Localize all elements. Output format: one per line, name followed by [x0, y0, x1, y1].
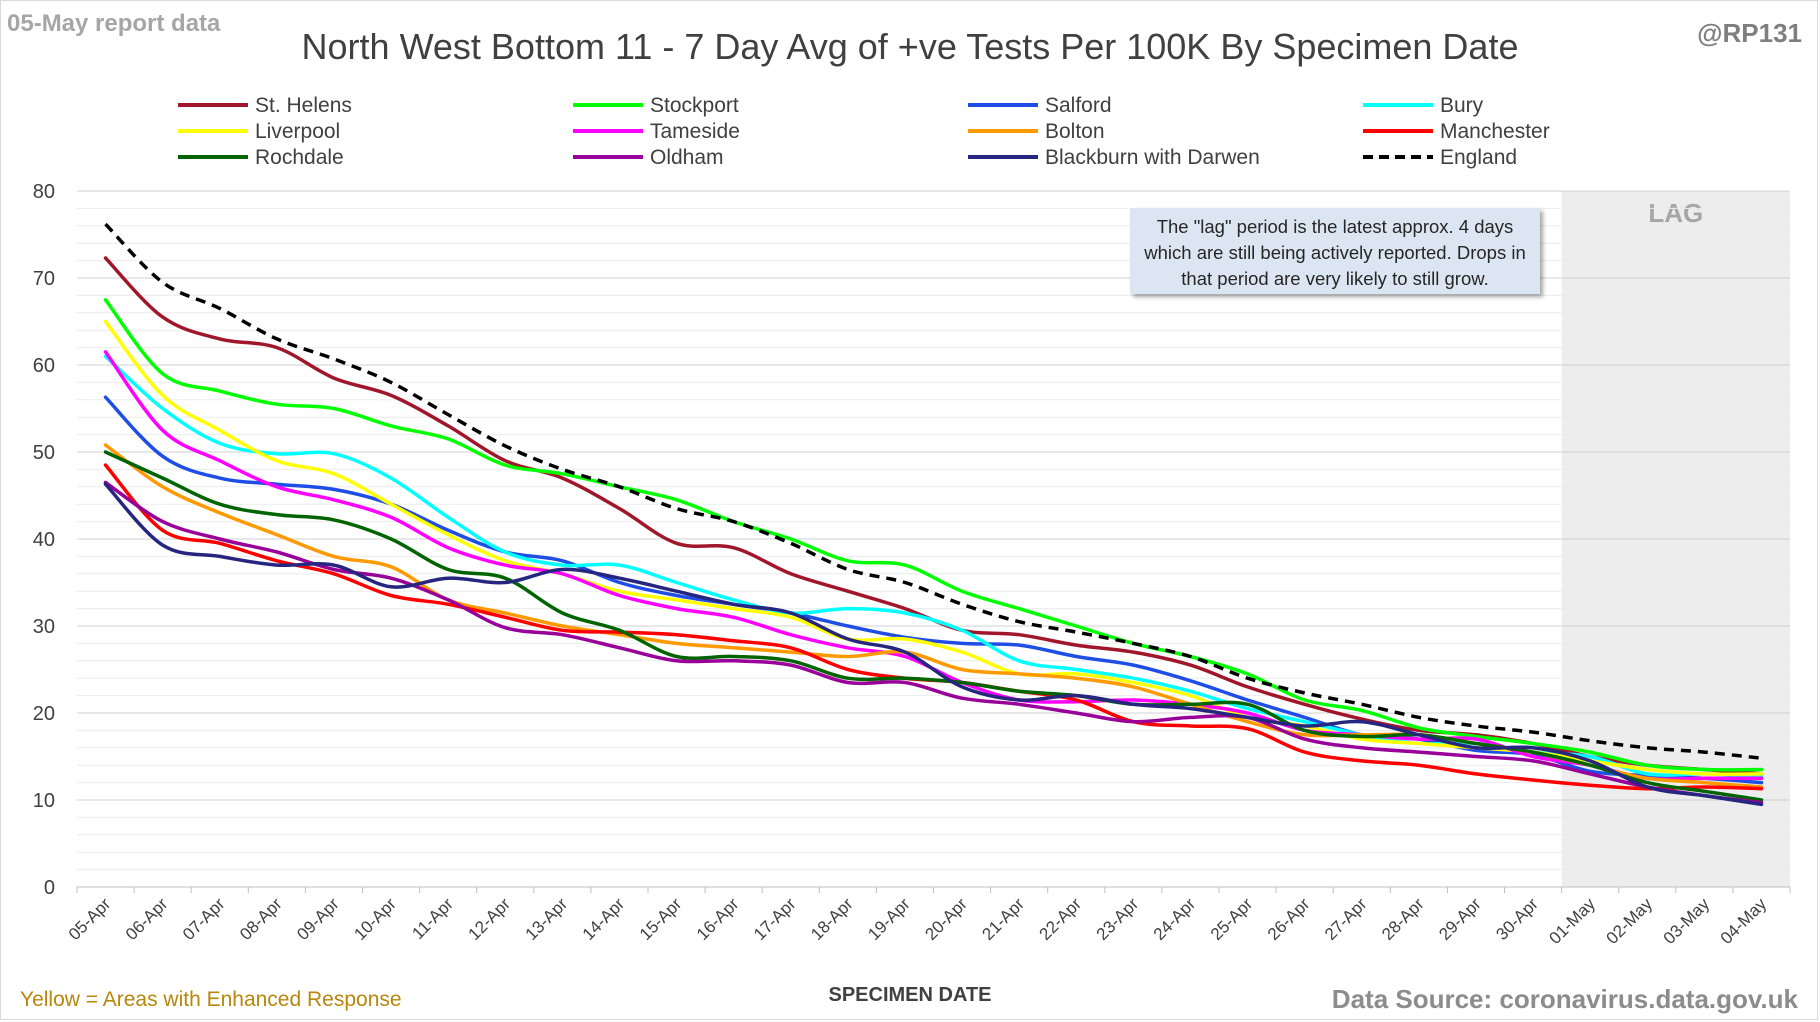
legend-label-manchester: Manchester	[1440, 120, 1550, 143]
y-tick-label: 40	[33, 529, 55, 551]
series-line-salford	[103, 395, 1764, 785]
legend-label-blackburn-with-darwen: Blackburn with Darwen	[1045, 146, 1260, 169]
x-tick-label: 22-Apr	[1036, 894, 1086, 944]
x-tick-label: 02-May	[1603, 894, 1657, 948]
x-tick-label: 11-Apr	[408, 894, 457, 943]
lag-annotation: The "lag" period is the latest approx. 4…	[1130, 208, 1540, 294]
x-tick-label: 13-Apr	[522, 894, 572, 944]
y-tick-label: 50	[33, 442, 55, 464]
x-tick-label: 04-May	[1717, 894, 1771, 948]
series-line-liverpool	[103, 319, 1764, 776]
y-tick-label: 60	[33, 355, 55, 377]
x-tick-label: 14-Apr	[579, 894, 629, 944]
legend-label-rochdale: Rochdale	[255, 146, 344, 169]
x-tick-label: 03-May	[1660, 894, 1714, 948]
x-tick-label: 23-Apr	[1093, 894, 1143, 944]
x-tick-label: 01-May	[1545, 894, 1599, 948]
x-tick-label: 06-Apr	[122, 894, 172, 944]
series-line-bolton	[103, 443, 1764, 789]
y-tick-label: 0	[44, 877, 55, 899]
x-tick-label: 19-Apr	[864, 894, 914, 944]
x-tick-label: 18-Apr	[807, 894, 857, 944]
x-tick-label: 26-Apr	[1264, 894, 1314, 944]
x-tick-label: 10-Apr	[350, 894, 400, 944]
legend-label-salford: Salford	[1045, 94, 1112, 117]
legend-label-tameside: Tameside	[650, 120, 740, 143]
x-tick-label: 17-Apr	[750, 894, 800, 944]
y-tick-label: 20	[33, 703, 55, 725]
x-tick-label: 21-Apr	[978, 894, 1028, 944]
x-tick-label: 27-Apr	[1321, 894, 1371, 944]
legend-label-liverpool: Liverpool	[255, 120, 340, 143]
y-tick-label: 80	[33, 181, 55, 203]
x-tick-label: 25-Apr	[1207, 894, 1257, 944]
legend-label-england: England	[1440, 146, 1517, 169]
x-tick-label: 24-Apr	[1150, 894, 1200, 944]
lag-label: LAG	[1648, 198, 1703, 228]
x-tick-label: 05-Apr	[65, 894, 115, 944]
y-tick-label: 70	[33, 268, 55, 290]
series-line-st-helens	[103, 256, 1764, 776]
x-tick-label: 15-Apr	[636, 894, 686, 944]
y-tick-label: 30	[33, 616, 55, 638]
x-tick-label: 20-Apr	[921, 894, 971, 944]
series-line-rochdale	[103, 450, 1764, 802]
x-axis-label: SPECIMEN DATE	[828, 984, 992, 1006]
legend-label-oldham: Oldham	[650, 146, 724, 169]
x-tick-label: 16-Apr	[693, 894, 743, 944]
x-tick-label: 12-Apr	[465, 894, 515, 944]
x-tick-label: 07-Apr	[179, 894, 229, 944]
x-tick-label: 08-Apr	[236, 894, 286, 944]
x-tick-label: 28-Apr	[1378, 894, 1428, 944]
x-tick-label: 29-Apr	[1435, 894, 1485, 944]
series-line-blackburn-with-darwen	[103, 482, 1764, 807]
x-tick-label: 30-Apr	[1492, 894, 1542, 944]
enhanced-response-note: Yellow = Areas with Enhanced Response	[20, 988, 402, 1011]
legend-label-bury: Bury	[1440, 94, 1484, 117]
series-line-tameside	[103, 350, 1764, 781]
data-source: Data Source: coronavirus.data.gov.uk	[1331, 984, 1798, 1014]
series-line-oldham	[103, 480, 1764, 805]
series-line-stockport	[103, 298, 1764, 772]
series-line-england	[104, 222, 1762, 760]
y-tick-label: 10	[33, 790, 55, 812]
author-handle: @RP131	[1697, 18, 1802, 48]
report-date: 05-May report data	[7, 10, 221, 37]
legend-label-stockport: Stockport	[650, 94, 739, 117]
chart-title: North West Bottom 11 - 7 Day Avg of +ve …	[301, 26, 1519, 67]
legend-label-st-helens: St. Helens	[255, 94, 352, 117]
legend-label-bolton: Bolton	[1045, 120, 1105, 143]
x-tick-label: 09-Apr	[293, 894, 343, 944]
